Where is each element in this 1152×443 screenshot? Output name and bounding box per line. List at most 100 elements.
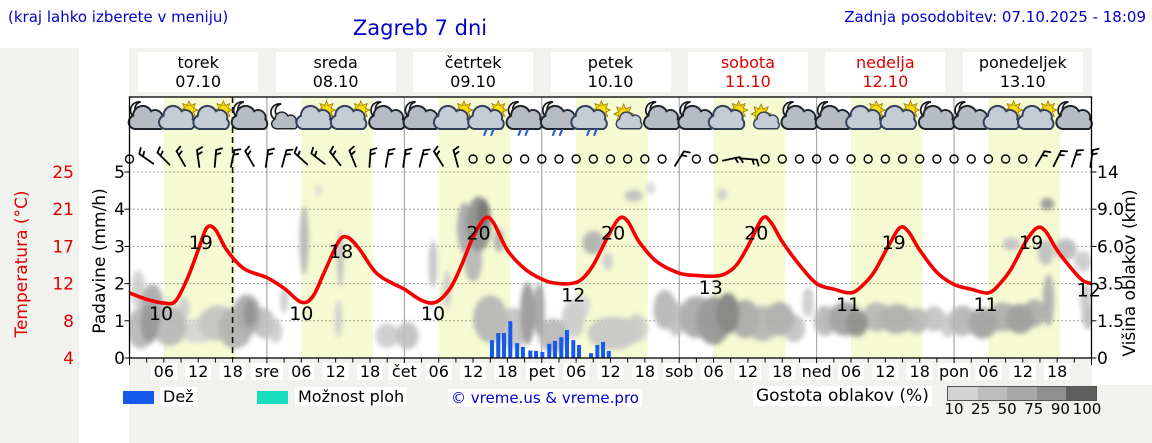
wind-barb-icon xyxy=(138,147,155,165)
precip-tick-label: 3 xyxy=(114,237,125,257)
day-date: 13.10 xyxy=(999,72,1046,91)
x-day-abbrev-label: pet xyxy=(529,362,555,381)
cloud-height-tick-label: 6.0 xyxy=(1097,237,1124,257)
cloud-height-axis-title: Višina oblakov (km) xyxy=(1120,189,1140,357)
x-tick-label: 06 xyxy=(154,362,174,381)
weather-icon-day-partly xyxy=(982,99,1024,130)
weather-icon-night-cloudy xyxy=(780,101,818,130)
wind-barb-icon xyxy=(281,148,294,168)
x-tick-label: 06 xyxy=(291,362,311,381)
day-name: nedelja xyxy=(856,53,915,72)
weather-icon-night-cloudy xyxy=(814,101,853,130)
rain-bar xyxy=(501,333,506,358)
day-name: četrtek xyxy=(444,53,502,72)
x-tick-label: 12 xyxy=(600,362,620,381)
calm-wind-icon xyxy=(554,154,564,164)
temp-max-label: 20 xyxy=(466,223,490,245)
day-date: 12.10 xyxy=(862,72,909,91)
last-update-text: Zadnja posodobitev: 07.10.2025 - 18:09 xyxy=(844,8,1146,26)
weather-icon-night-cloudy xyxy=(677,101,715,130)
cloud-density-tick-label: 25 xyxy=(971,400,991,418)
day-date: 11.10 xyxy=(725,72,771,91)
precip-tick-label: 1 xyxy=(114,312,125,332)
showers-legend-label: Možnost ploh xyxy=(295,387,408,406)
wind-barb-icon xyxy=(1035,150,1052,167)
wind-barb-icon xyxy=(674,150,691,167)
weather-icon-day-partly xyxy=(329,99,371,130)
x-tick-label: 12 xyxy=(1013,362,1033,381)
weather-icon-day-partly xyxy=(432,99,474,130)
temp-min-label: 10 xyxy=(149,303,173,325)
x-tick-label: 18 xyxy=(222,362,242,381)
calm-wind-icon xyxy=(537,154,547,164)
weather-icon-night-cloudy xyxy=(402,101,441,130)
wind-barb-icon xyxy=(230,148,242,168)
rain-bar xyxy=(508,321,513,358)
cloud-height-tick-label: 9.0 xyxy=(1097,200,1124,220)
weather-icon-day-partly xyxy=(707,99,749,130)
precip-tick-label: 0 xyxy=(114,349,125,369)
calm-wind-icon xyxy=(571,154,581,164)
precip-tick-label: 5 xyxy=(114,163,125,183)
rain-bars xyxy=(489,321,611,358)
rain-bar xyxy=(571,340,576,358)
weather-icon-night-rain xyxy=(539,101,578,137)
rain-bar xyxy=(520,346,525,358)
temp-max-label: 19 xyxy=(1019,232,1043,254)
rain-bar xyxy=(606,350,611,358)
x-day-abbrev-label: čet xyxy=(392,362,417,381)
temperature-tick-label: 21 xyxy=(52,200,74,220)
temperature-axis-title: Temperatura (°C) xyxy=(12,190,32,338)
calm-wind-icon xyxy=(794,154,805,164)
cloud-density-tick-label: 50 xyxy=(997,400,1017,418)
cloud-density-tick-label: 10 xyxy=(944,400,964,418)
calm-wind-icon xyxy=(966,154,976,164)
calm-wind-icon xyxy=(760,154,770,164)
calm-wind-icon xyxy=(949,154,959,164)
temp-end-label: 12 xyxy=(1077,280,1101,302)
temp-max-label: 19 xyxy=(189,232,213,254)
temp-max-label: 18 xyxy=(329,241,353,263)
calm-wind-icon xyxy=(657,154,667,164)
day-label-sobota: sobota 11.10 xyxy=(687,52,808,92)
precip-tick-label: 4 xyxy=(114,200,125,220)
rain-bar xyxy=(489,340,494,358)
calm-wind-icon xyxy=(932,154,942,164)
weather-icon-day-fair xyxy=(750,103,780,130)
calm-wind-icon xyxy=(1018,154,1028,164)
wind-barb-icon xyxy=(384,148,396,168)
wind-barb-icon xyxy=(310,146,326,165)
weather-icon-day-partly xyxy=(192,99,234,130)
cloud-density-gradient-bar xyxy=(947,386,1097,401)
temp-min-label: 13 xyxy=(699,277,723,299)
calm-wind-icon xyxy=(691,154,702,164)
x-tick-label: 12 xyxy=(738,362,758,381)
day-date: 10.10 xyxy=(587,72,634,91)
cloud-height-tick-labels: 14 9.0 6.0 3.5 1.5 0 xyxy=(1097,163,1124,369)
rain-bar xyxy=(496,333,501,358)
weather-icon-day-partly xyxy=(295,99,337,130)
day-name: sobota xyxy=(720,53,775,72)
wind-barb-icon xyxy=(418,148,431,168)
day-name: petek xyxy=(587,53,634,72)
calm-wind-icon xyxy=(1000,154,1011,164)
x-tick-label: 18 xyxy=(635,362,655,381)
wind-barb-icon xyxy=(156,146,171,166)
wind-barb-icon xyxy=(739,157,760,167)
wind-barb-icon xyxy=(1070,149,1084,168)
day-name: torek xyxy=(177,53,219,72)
precipitation-axis-title: Padavine (mm/h) xyxy=(90,188,110,334)
rain-bar xyxy=(595,344,600,358)
credit-link[interactable]: © vreme.us & vreme.pro xyxy=(448,389,642,407)
x-tick-label: 12 xyxy=(188,362,208,381)
calm-wind-icon xyxy=(468,154,478,164)
menu-hint-text: (kraj lahko izberete v meniju) xyxy=(8,8,229,26)
cloud-density-tick-label: 100 xyxy=(1072,400,1102,418)
rain-bar xyxy=(540,352,545,358)
day-label-četrtek: četrtek 09.10 xyxy=(413,52,534,92)
calm-wind-icon xyxy=(846,154,856,164)
calm-wind-icon xyxy=(502,154,513,164)
weather-icon-day-partly xyxy=(845,99,887,130)
temp-min-label: 11 xyxy=(836,294,860,316)
rain-bar xyxy=(547,343,552,358)
